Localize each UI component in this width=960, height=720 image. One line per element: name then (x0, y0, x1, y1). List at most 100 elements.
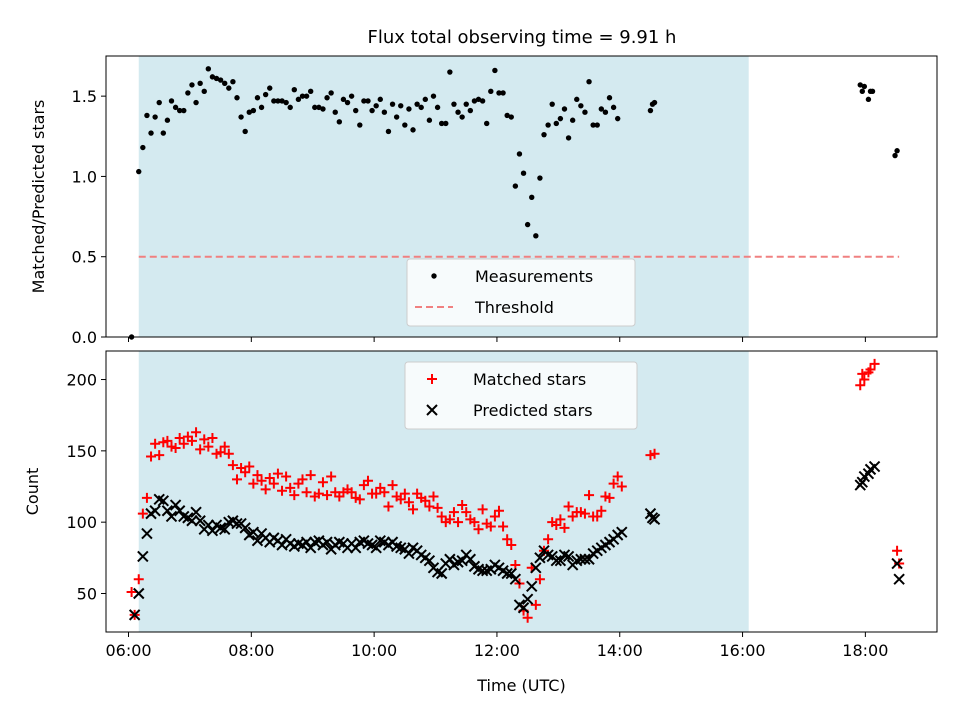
matched-star-point (252, 470, 263, 481)
measurement-point (865, 96, 872, 103)
predicted-star-point (161, 505, 174, 517)
measurement-point (561, 106, 568, 112)
predicted-star-point (169, 499, 182, 511)
matched-star-point (453, 517, 464, 528)
measurement-point (168, 98, 175, 104)
measurement-point (557, 115, 564, 122)
measurement-point (414, 101, 420, 107)
matched-star-point (649, 448, 660, 459)
matched-star-point (559, 522, 570, 533)
matched-star-point (313, 488, 324, 499)
measurement-point (234, 95, 240, 101)
matched-star-point (231, 474, 242, 485)
legend-box (404, 361, 638, 430)
matched-star-point (493, 505, 504, 516)
axes-frame (105, 350, 938, 633)
measurement-point (475, 96, 482, 103)
matched-star-point (436, 511, 447, 522)
measurement-point (479, 98, 486, 104)
predicted-star-point (534, 552, 546, 564)
x-tick-label: 10:00 (351, 641, 397, 660)
matched-star-point (346, 487, 357, 498)
measurement-point (287, 104, 293, 111)
matched-star-point (420, 495, 431, 506)
measurement-point (324, 95, 330, 101)
matched-star-point (432, 502, 443, 513)
measurement-point (312, 104, 318, 111)
measurement-point (402, 122, 408, 128)
matched-star-point (473, 524, 484, 535)
measurement-point (894, 148, 900, 154)
matched-star-point (126, 587, 137, 598)
matched-star-point (616, 481, 627, 492)
measurement-point (320, 106, 326, 112)
matched-star-point (223, 448, 234, 459)
measurement-point (553, 120, 559, 127)
measurement-point (283, 99, 289, 106)
matched-star-point (154, 450, 165, 461)
matched-star-point (584, 490, 595, 501)
matched-star-point (305, 470, 316, 481)
predicted-star-point (423, 554, 436, 567)
measurement-point (859, 88, 865, 95)
matched-star-point (248, 478, 259, 489)
predicted-star-point (149, 505, 161, 517)
predicted-star-point (868, 460, 881, 473)
measurement-point (246, 109, 252, 115)
predicted-star-point (648, 513, 661, 526)
count-panel: 50 100 150 200 06:00 08:00 10:00 12:00 14:00 16:0… (23, 350, 938, 695)
y-tick-label: 150 (66, 442, 97, 461)
matched-star-point (489, 511, 500, 522)
ratio-panel: 0.0 0.5 1.0 1.5 Matched/Predicted stars Measu… (29, 55, 938, 347)
matched-star-point (137, 508, 148, 519)
measurement-point (524, 221, 531, 228)
predicted-star-point (554, 554, 567, 567)
matched-star-point (244, 461, 255, 472)
measurement-point (398, 103, 404, 109)
predicted-star-point (501, 567, 513, 580)
measurement-point (569, 117, 576, 123)
measurement-point (213, 75, 220, 82)
measurement-point (152, 114, 158, 120)
measurement-point (230, 78, 236, 85)
matched-star-point (395, 494, 406, 505)
measurement-point (271, 98, 277, 104)
matched-star-point (592, 511, 603, 522)
legend-marker-predicted (426, 404, 438, 416)
predicted-star-point (521, 593, 534, 605)
measurement-point (353, 107, 359, 114)
predicted-star-point (186, 515, 198, 527)
matched-star-point (195, 444, 206, 455)
measurement-point (508, 114, 514, 120)
legend-label: Threshold (474, 298, 554, 317)
measurement-point (537, 175, 543, 181)
matched-star-point (268, 478, 279, 489)
measurement-point (205, 66, 212, 72)
matched-star-point (178, 438, 189, 449)
matched-star-point (506, 539, 517, 550)
measurement-point (861, 83, 868, 90)
measurement-point (307, 88, 314, 95)
measurement-point (267, 85, 273, 91)
measurement-point (529, 194, 535, 201)
matched-star-point (543, 534, 554, 545)
y-tick-label: 50 (77, 584, 97, 603)
predicted-star-point (300, 536, 313, 548)
axes-frame (105, 55, 938, 338)
matched-star-point (371, 488, 382, 499)
predicted-star-point (239, 522, 251, 534)
measurement-point (610, 104, 617, 111)
measurement-point (533, 233, 539, 239)
measurement-point (455, 109, 461, 115)
measurement-point (275, 98, 281, 104)
x-tick-label: 14:00 (597, 641, 643, 660)
matched-star-point (477, 504, 488, 515)
matched-star-point (207, 433, 218, 444)
matched-star-point (186, 435, 197, 446)
predicted-star-point (165, 510, 178, 523)
y-tick-label: 100 (66, 513, 97, 532)
predicted-star-point (550, 554, 563, 567)
matched-star-point (857, 368, 868, 379)
predicted-star-point (435, 567, 448, 580)
